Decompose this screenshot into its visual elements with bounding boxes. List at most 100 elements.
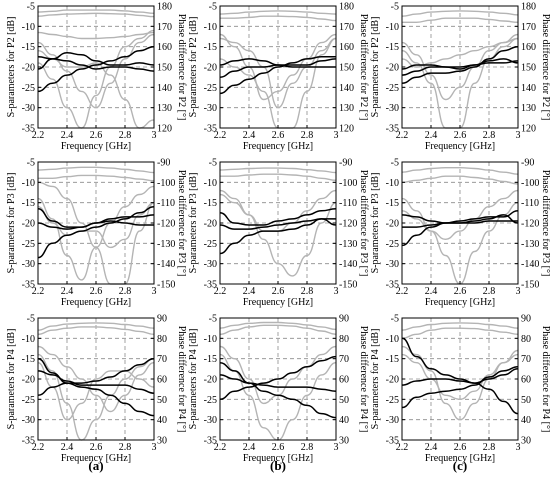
series-line-gray — [219, 321, 337, 331]
x-tick-label: 2.6 — [454, 286, 467, 297]
y-tick-label-left: -15 — [204, 198, 217, 209]
y-tick-label-right: 30 — [157, 436, 167, 447]
series-line-black — [219, 58, 336, 68]
y-tick-label-left: -20 — [204, 375, 217, 386]
y-tick-label-right: -110 — [157, 198, 175, 209]
series-line-gray — [401, 353, 519, 401]
y-tick-label-right: 160 — [157, 42, 172, 53]
y-axis-label-left: S-parameters for P2 [dB] — [370, 17, 381, 118]
series-line-gray — [219, 33, 337, 101]
y-tick-label-left: -5 — [209, 2, 217, 13]
y-tick-label-left: -10 — [204, 22, 217, 33]
y-axis-label-right: Phase difference for P3 [°] — [176, 170, 187, 277]
x-tick-label: 2.4 — [61, 130, 74, 141]
x-axis-label: Frequency [GHz] — [61, 141, 131, 152]
x-tick-label: 2.4 — [425, 130, 438, 141]
x-tick-label: 2.6 — [90, 442, 103, 453]
y-axis-label-right: Phase difference for P4 [°] — [176, 326, 187, 433]
series-line-gray — [219, 173, 337, 181]
x-tick-label: 2.8 — [483, 286, 496, 297]
y-tick-label-right: 120 — [339, 124, 354, 135]
caption-b: (b) — [270, 458, 286, 473]
chart-panel-b-p2: 2.2 2.4 2.6 2.8 3 -5 -10 -15 -20 -25 -30 -35 180 170 1… — [188, 2, 369, 153]
y-axis-label-right: Phase difference for P4 [°] — [358, 326, 369, 433]
y-tick-label-right: 160 — [521, 42, 536, 53]
y-tick-label-right: 180 — [521, 2, 536, 13]
series-line-gray — [37, 29, 155, 129]
y-tick-label-right: 80 — [157, 334, 167, 345]
chart-panel-c-p4: 2.2 2.4 2.6 2.8 3 -5 -10 -15 -20 -25 -30 -35 90 80 70 6… — [370, 314, 550, 465]
y-tick-label-left: -15 — [386, 42, 399, 53]
y-tick-label-right: -100 — [157, 178, 175, 189]
y-tick-label-left: -10 — [22, 178, 35, 189]
chart-panel-a-p3: 2.2 2.4 2.6 2.8 3 -5 -10 -15 -20 -25 -30 -35 -90 -100… — [6, 158, 187, 309]
y-tick-label-right: 70 — [339, 354, 349, 365]
x-tick-label: 2.8 — [483, 442, 496, 453]
x-tick-label: 3 — [516, 442, 521, 453]
x-axis-label: Frequency [GHz] — [243, 297, 313, 308]
y-tick-label-left: -15 — [204, 42, 217, 53]
y-tick-label-left: -5 — [209, 314, 217, 325]
x-tick-label: 2.8 — [119, 130, 132, 141]
y-axis-label-left: S-parameters for P3 [dB] — [188, 173, 199, 274]
y-tick-label-left: -35 — [22, 124, 35, 135]
y-axis-label-left: S-parameters for P3 [dB] — [6, 173, 17, 274]
x-tick-label: 2.6 — [272, 130, 285, 141]
series-line-gray — [37, 166, 155, 174]
series-line-gray — [219, 10, 337, 15]
series-line-black — [37, 45, 155, 93]
y-tick-label-left: -20 — [204, 63, 217, 74]
y-tick-label-left: -35 — [386, 436, 399, 447]
series-line-black — [401, 368, 519, 386]
y-tick-label-left: -30 — [204, 259, 217, 270]
x-tick-label: 2.4 — [61, 442, 74, 453]
x-tick-label: 3 — [152, 286, 157, 297]
y-tick-label-right: -150 — [157, 280, 175, 291]
y-tick-label-left: -25 — [22, 239, 35, 250]
y-tick-label-right: 150 — [339, 63, 354, 74]
y-tick-label-right: -120 — [339, 219, 357, 230]
series-line-black — [219, 374, 337, 392]
y-axis-label-left: S-parameters for P2 [dB] — [188, 17, 199, 118]
y-tick-label-right: -140 — [521, 259, 539, 270]
x-tick-label: 3 — [334, 442, 339, 453]
chart-panel-c-p3: 2.2 2.4 2.6 2.8 3 -5 -10 -15 -20 -25 -30 -35 -90 -100… — [370, 158, 550, 309]
x-tick-label: 2.2 — [214, 130, 227, 141]
y-tick-label-right: -110 — [339, 198, 357, 209]
y-axis-label-left: S-parameters for P4 [dB] — [370, 329, 381, 430]
y-tick-label-right: 140 — [521, 83, 536, 94]
x-tick-label: 2.6 — [454, 130, 467, 141]
y-tick-label-right: -130 — [521, 239, 539, 250]
y-tick-label-right: 80 — [521, 334, 531, 345]
y-tick-label-left: -30 — [204, 103, 217, 114]
y-tick-label-left: -35 — [386, 124, 399, 135]
y-tick-label-left: -35 — [204, 124, 217, 135]
y-tick-label-right: 140 — [157, 83, 172, 94]
y-tick-label-left: -30 — [22, 415, 35, 426]
y-tick-label-right: 30 — [521, 436, 531, 447]
y-tick-label-right: 80 — [339, 334, 349, 345]
y-tick-label-left: -25 — [22, 395, 35, 406]
series-line-black — [219, 218, 336, 230]
caption-c: (c) — [453, 458, 467, 473]
series-line-gray — [37, 174, 155, 182]
y-tick-label-left: -30 — [386, 259, 399, 270]
y-tick-label-left: -10 — [386, 334, 399, 345]
y-tick-label-right: 130 — [339, 103, 354, 114]
x-tick-label: 2.4 — [61, 286, 74, 297]
y-tick-label-right: 150 — [521, 63, 536, 74]
series-line-black — [401, 58, 519, 76]
y-tick-label-left: -30 — [386, 103, 399, 114]
series-line-gray — [37, 322, 155, 331]
y-tick-label-right: -140 — [157, 259, 175, 270]
y-tick-label-left: -5 — [27, 158, 35, 169]
y-tick-label-right: -120 — [521, 219, 539, 230]
y-tick-label-right: 120 — [157, 124, 172, 135]
series-line-gray — [37, 31, 155, 40]
series-line-gray — [37, 353, 155, 441]
y-tick-label-left: -10 — [22, 22, 35, 33]
y-tick-label-left: -15 — [22, 42, 35, 53]
y-tick-label-right: 40 — [339, 415, 349, 426]
y-axis-label-right: Phase difference for P3 [°] — [540, 170, 550, 277]
y-tick-label-left: -30 — [22, 103, 35, 114]
